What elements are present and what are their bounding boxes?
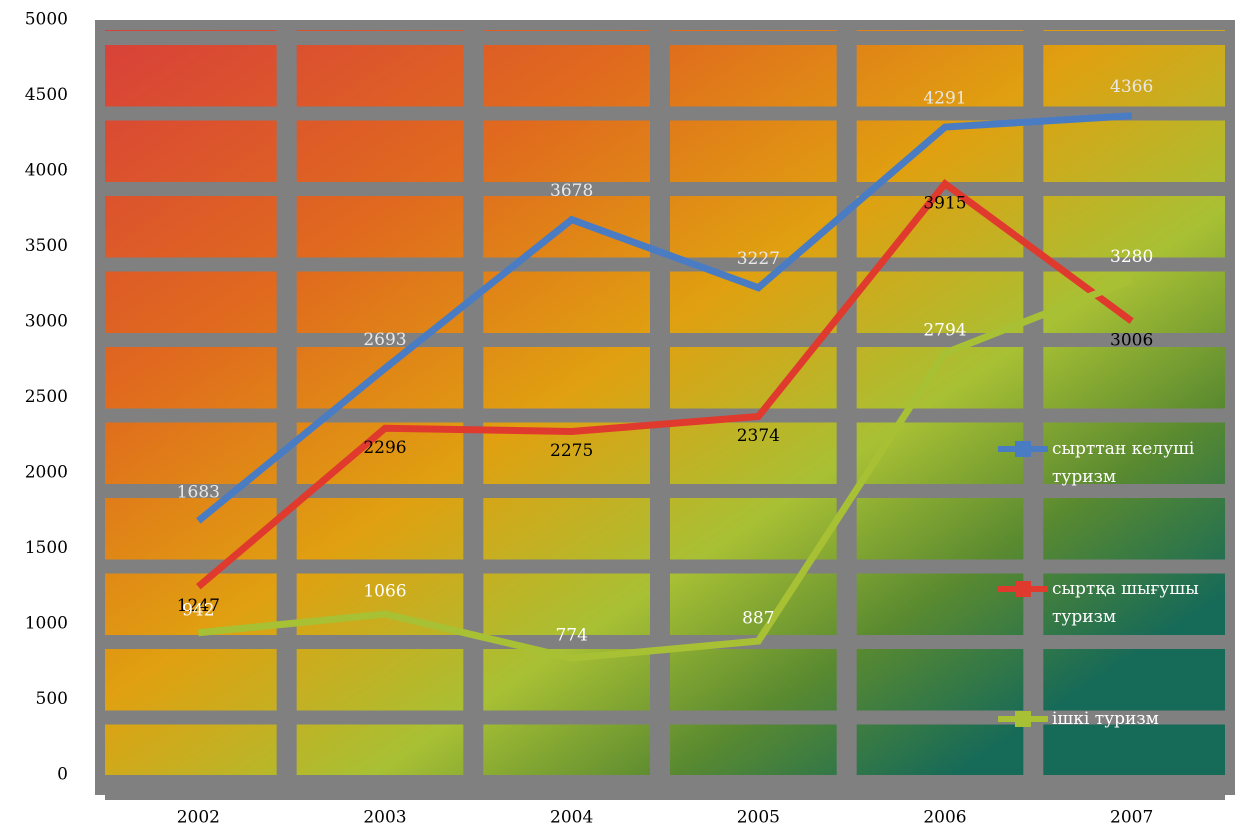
legend-label: сырттан келуші туризм <box>1052 439 1195 487</box>
y-tick-label: 4500 <box>25 85 68 105</box>
value-label: 887 <box>742 609 774 629</box>
y-tick-label: 1000 <box>25 614 68 634</box>
value-label: 2275 <box>550 441 593 461</box>
legend-marker <box>1015 711 1031 727</box>
y-tick-label: 2500 <box>25 387 68 407</box>
value-label: 774 <box>555 626 587 646</box>
y-tick-label: 3000 <box>25 312 68 332</box>
value-label: 3006 <box>1110 331 1153 351</box>
value-label: 1247 <box>177 596 220 616</box>
y-tick-label: 500 <box>36 689 68 709</box>
x-tick-label: 2002 <box>177 808 220 828</box>
value-label: 2693 <box>363 330 406 350</box>
series-line <box>196 112 1132 524</box>
y-tick-label: 0 <box>57 765 68 785</box>
x-tick-label: 2004 <box>550 808 593 828</box>
value-label: 4291 <box>923 89 966 109</box>
legend-label: сыртқа шығушы туризм <box>1052 579 1199 627</box>
legend-marker <box>1015 581 1031 597</box>
value-label: 3678 <box>550 181 593 201</box>
y-tick-label: 5000 <box>25 10 68 30</box>
legend-label: ішкі туризм <box>1052 709 1159 729</box>
x-tick-label: 2003 <box>363 808 406 828</box>
value-label: 942 <box>182 600 214 620</box>
legend-marker <box>1015 441 1031 457</box>
value-label: 2794 <box>923 321 966 341</box>
value-label: 3280 <box>1110 247 1153 267</box>
value-label: 4366 <box>1110 77 1153 97</box>
y-tick-label: 2000 <box>25 463 68 483</box>
value-label: 3915 <box>923 193 966 213</box>
value-label: 1683 <box>177 482 220 502</box>
value-label: 2296 <box>363 438 406 458</box>
value-label: 2374 <box>737 426 780 446</box>
series-line <box>197 276 1133 662</box>
x-tick-label: 2007 <box>1110 808 1153 828</box>
x-tick-label: 2006 <box>923 808 966 828</box>
y-tick-label: 1500 <box>25 538 68 558</box>
value-label: 3227 <box>737 249 780 269</box>
y-tick-label: 4000 <box>25 161 68 181</box>
y-tick-label: 3500 <box>25 236 68 256</box>
x-tick-label: 2005 <box>737 808 780 828</box>
value-label: 1066 <box>363 582 406 602</box>
series-line <box>196 179 1134 590</box>
